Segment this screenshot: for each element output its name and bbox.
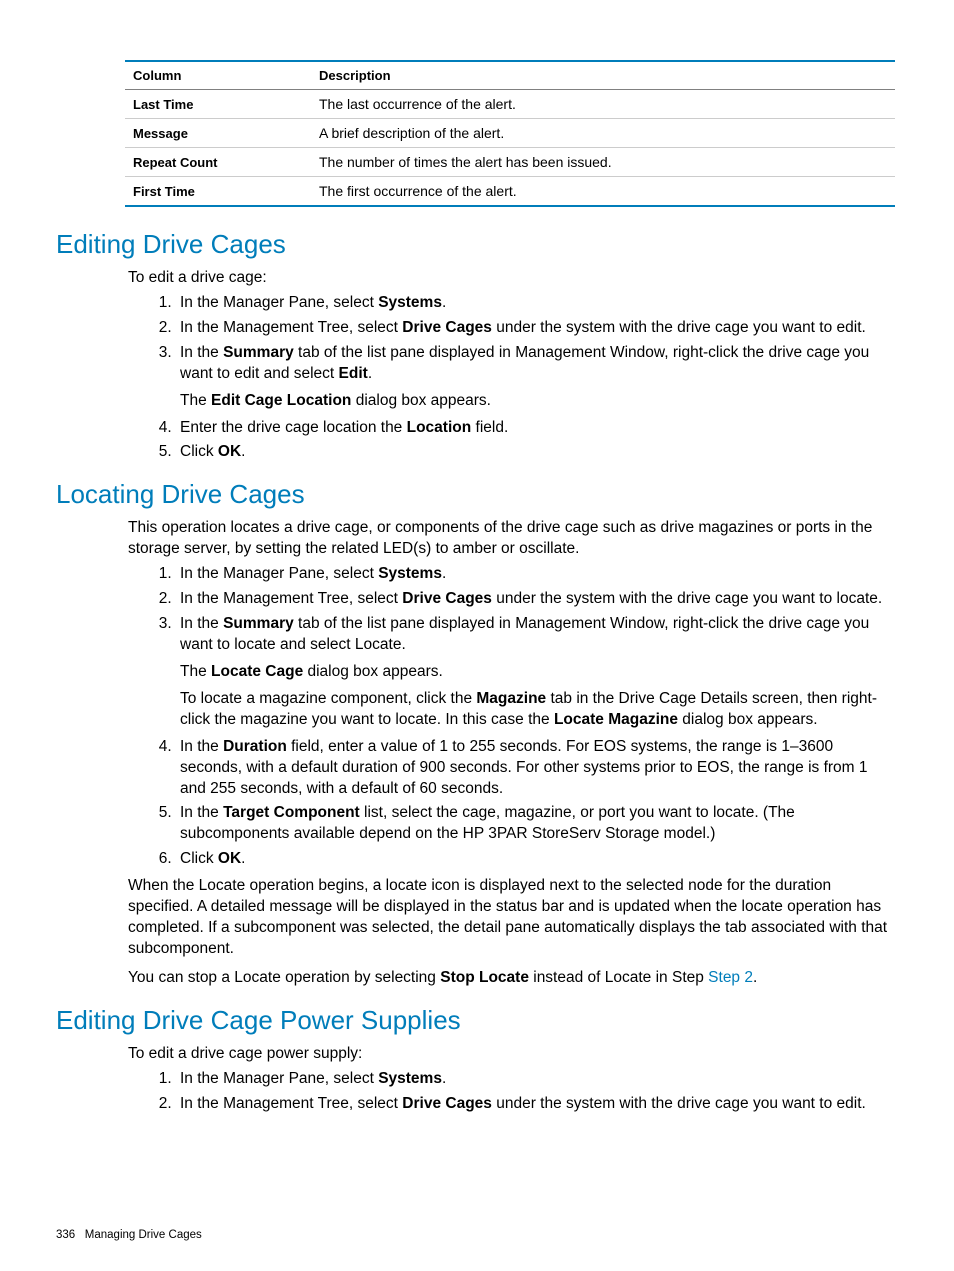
table-cell: Repeat Count bbox=[125, 148, 311, 177]
table-cell: Last Time bbox=[125, 90, 311, 119]
table-header-column: Column bbox=[125, 61, 311, 90]
heading-locating-drive-cages: Locating Drive Cages bbox=[56, 479, 896, 510]
table-row: First Time The first occurrence of the a… bbox=[125, 177, 895, 207]
heading-editing-power-supplies: Editing Drive Cage Power Supplies bbox=[56, 1005, 896, 1036]
step-item: In the Manager Pane, select Systems. bbox=[176, 564, 896, 585]
step-item: In the Summary tab of the list pane disp… bbox=[176, 614, 896, 731]
intro-text: To edit a drive cage: bbox=[128, 268, 896, 289]
step-item: In the Target Component list, select the… bbox=[176, 803, 896, 845]
step-item: Enter the drive cage location the Locati… bbox=[176, 418, 896, 439]
alert-columns-table: Column Description Last Time The last oc… bbox=[125, 60, 895, 207]
heading-editing-drive-cages: Editing Drive Cages bbox=[56, 229, 896, 260]
table-cell: Message bbox=[125, 119, 311, 148]
step-link[interactable]: Step 2 bbox=[708, 969, 753, 986]
section-editing-power-supplies: Editing Drive Cage Power Supplies To edi… bbox=[56, 1005, 896, 1115]
intro-text: To edit a drive cage power supply: bbox=[128, 1044, 896, 1065]
table-cell: The number of times the alert has been i… bbox=[311, 148, 895, 177]
table-row: Message A brief description of the alert… bbox=[125, 119, 895, 148]
page-number: 336 bbox=[56, 1229, 75, 1241]
table-cell: First Time bbox=[125, 177, 311, 207]
section-locating-drive-cages: Locating Drive Cages This operation loca… bbox=[56, 479, 896, 988]
step-item: In the Manager Pane, select Systems. bbox=[176, 293, 896, 314]
step-item: In the Summary tab of the list pane disp… bbox=[176, 343, 896, 412]
table-cell: The last occurrence of the alert. bbox=[311, 90, 895, 119]
table-row: Repeat Count The number of times the ale… bbox=[125, 148, 895, 177]
steps-list: In the Manager Pane, select Systems. In … bbox=[128, 564, 896, 870]
after-text: When the Locate operation begins, a loca… bbox=[128, 876, 896, 960]
step-item: In the Manager Pane, select Systems. bbox=[176, 1069, 896, 1090]
table-row: Last Time The last occurrence of the ale… bbox=[125, 90, 895, 119]
section-editing-drive-cages: Editing Drive Cages To edit a drive cage… bbox=[56, 229, 896, 463]
step-item: Click OK. bbox=[176, 849, 896, 870]
table-header-description: Description bbox=[311, 61, 895, 90]
after-text: You can stop a Locate operation by selec… bbox=[128, 968, 896, 989]
footer-title: Managing Drive Cages bbox=[85, 1229, 202, 1241]
step-item: In the Management Tree, select Drive Cag… bbox=[176, 589, 896, 610]
table-cell: A brief description of the alert. bbox=[311, 119, 895, 148]
steps-list: In the Manager Pane, select Systems. In … bbox=[128, 293, 896, 463]
step-item: In the Management Tree, select Drive Cag… bbox=[176, 318, 896, 339]
step-item: In the Duration field, enter a value of … bbox=[176, 737, 896, 800]
page-footer: 336 Managing Drive Cages bbox=[56, 1229, 202, 1241]
step-item: Click OK. bbox=[176, 442, 896, 463]
steps-list: In the Manager Pane, select Systems. In … bbox=[128, 1069, 896, 1115]
intro-text: This operation locates a drive cage, or … bbox=[128, 518, 896, 560]
table-cell: The first occurrence of the alert. bbox=[311, 177, 895, 207]
step-item: In the Management Tree, select Drive Cag… bbox=[176, 1094, 896, 1115]
